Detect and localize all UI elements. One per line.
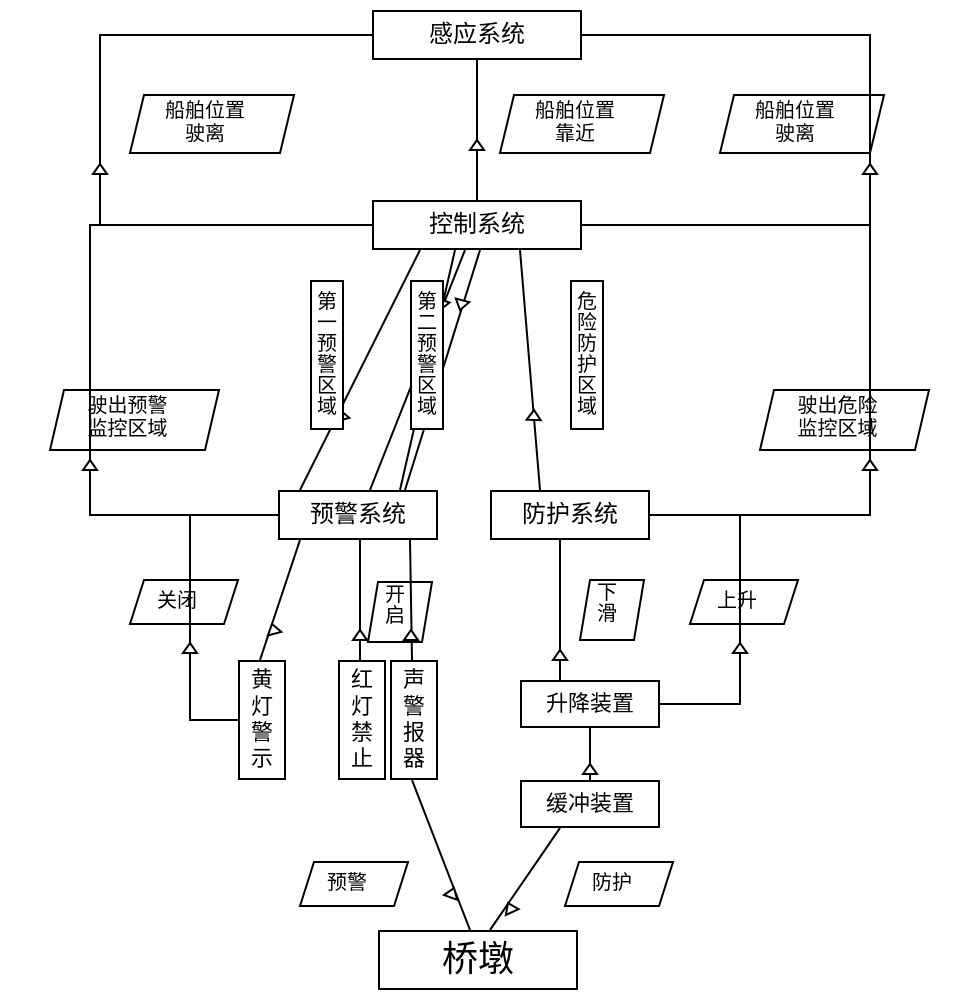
node-yellow: 黄灯警示 — [238, 660, 286, 780]
label-pos-leave-l: 船舶位置 驶离 — [135, 100, 275, 146]
label-out-warn: 驶出预警 监控区域 — [55, 395, 200, 441]
node-siren: 声警报器 — [390, 660, 438, 780]
node-danger-zone: 危险防护区域 — [570, 280, 604, 430]
label-pre-warn: 预警 — [305, 872, 389, 895]
label-pos-leave-r: 船舶位置 驶离 — [725, 100, 865, 146]
node-sensing: 感应系统 — [372, 10, 582, 60]
node-pier: 桥墩 — [378, 930, 578, 990]
node-zone1: 第一预警区域 — [310, 280, 344, 430]
label-close: 关闭 — [135, 590, 219, 613]
label-out-danger: 驶出危险 监控区域 — [765, 395, 910, 441]
node-red: 红灯禁止 — [338, 660, 386, 780]
label-pos-near: 船舶位置 靠近 — [505, 100, 645, 146]
label-pre-protect: 防护 — [570, 872, 654, 895]
label-open: 开启 — [370, 585, 420, 627]
label-slide-down: 下滑 — [582, 583, 632, 625]
node-buffer: 缓冲装置 — [520, 780, 660, 828]
flowchart-canvas — [0, 0, 968, 1000]
node-protect: 防护系统 — [490, 490, 650, 540]
node-zone2: 第二预警区域 — [410, 280, 444, 430]
node-warning: 预警系统 — [278, 490, 438, 540]
label-rise: 上升 — [695, 590, 779, 613]
node-lift: 升降装置 — [520, 680, 660, 728]
node-control: 控制系统 — [372, 200, 582, 250]
